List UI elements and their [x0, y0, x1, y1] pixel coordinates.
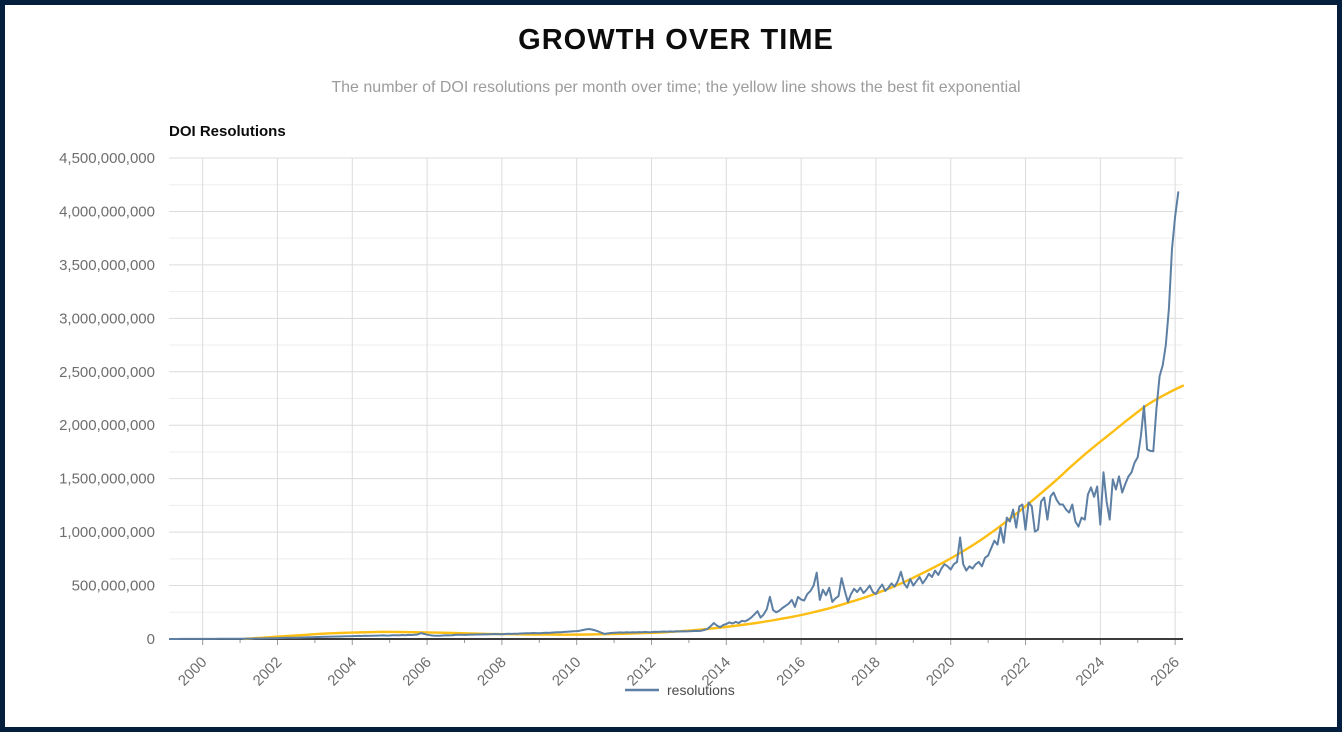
y-tick-label: 1,500,000,000	[59, 471, 155, 488]
y-tick-label: 500,000,000	[72, 578, 155, 595]
x-tick-label: 2024	[1073, 654, 1109, 690]
resolutions-line	[169, 191, 1180, 640]
best-fit-exponential-line	[242, 384, 1185, 641]
y-axis-title: DOI Resolutions	[169, 123, 286, 140]
y-tick-label: 4,500,000,000	[59, 150, 155, 167]
x-tick-label: 2010	[549, 654, 585, 690]
x-axis-ticks	[202, 640, 1176, 645]
y-tick-label: 3,000,000,000	[59, 310, 155, 327]
y-tick-label: 2,500,000,000	[59, 364, 155, 381]
x-tick-label: 2026	[1147, 654, 1183, 690]
y-tick-labels: 0 500,000,000 1,000,000,000 1,500,000,000 2,…	[59, 150, 155, 648]
x-tick-label: 2018	[848, 654, 884, 690]
legend: resolutions	[625, 682, 735, 698]
y-tick-label: 0	[147, 631, 155, 648]
x-tick-label: 2004	[324, 654, 360, 690]
y-tick-label: 3,500,000,000	[59, 257, 155, 274]
x-tick-label: 2002	[250, 654, 286, 690]
y-tick-label: 4,000,000,000	[59, 203, 155, 220]
page-subtitle: The number of DOI resolutions per month …	[331, 79, 1020, 96]
x-tick-label: 2016	[773, 654, 809, 690]
x-tick-label: 2022	[998, 654, 1034, 690]
x-tick-label: 2006	[399, 654, 435, 690]
y-tick-label: 1,000,000,000	[59, 524, 155, 541]
legend-label-resolutions: resolutions	[667, 682, 735, 698]
y-tick-label: 2,000,000,000	[59, 417, 155, 434]
x-tick-label: 2000	[175, 654, 211, 690]
page-title: GROWTH OVER TIME	[518, 24, 834, 56]
x-tick-label: 2008	[474, 654, 510, 690]
gridlines-minor	[169, 184, 1183, 613]
x-tick-label: 2020	[923, 654, 959, 690]
x-tick-label: 2012	[624, 654, 660, 690]
